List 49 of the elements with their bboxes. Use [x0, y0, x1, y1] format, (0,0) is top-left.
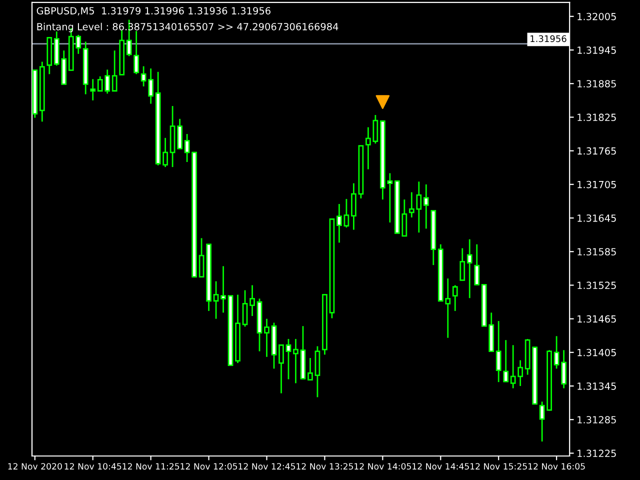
y-tick-label: 1.31585: [578, 248, 616, 256]
y-tick-label: 1.31225: [578, 450, 616, 458]
candlestick: [423, 184, 429, 230]
candlestick: [242, 290, 248, 328]
candlestick: [278, 344, 284, 394]
x-tick-label: 12 Nov 11:25: [122, 463, 180, 470]
x-tick-label: 12 Nov 14:05: [354, 463, 411, 470]
candlestick: [561, 349, 566, 389]
candlestick: [213, 280, 219, 320]
candlestick: [554, 335, 560, 370]
y-tick-label: 1.31525: [578, 282, 616, 290]
candlestick: [344, 198, 350, 228]
x-tick-label: 12 Nov 15:25: [470, 463, 527, 470]
y-tick-label: 1.31465: [578, 315, 616, 323]
x-tick-label: 12 Nov 14:45: [412, 463, 469, 470]
candlestick: [452, 284, 458, 312]
candlestick: [460, 248, 466, 281]
ref-line-label: 1.31956: [530, 35, 566, 42]
y-tick-label: 1.31345: [578, 382, 616, 390]
candlestick: [474, 244, 480, 286]
x-tick-label: 12 Nov 12:45: [238, 463, 296, 470]
candlestick: [198, 237, 204, 278]
y-tick-label: 1.31705: [578, 180, 616, 188]
candlestick: [90, 78, 96, 102]
candlestick: [250, 284, 255, 317]
x-tick-label: 12 Nov 16:05: [528, 463, 585, 470]
y-tick-label: 1.32005: [578, 12, 616, 20]
candlestick: [177, 118, 182, 150]
y-tick-label: 1.31405: [578, 348, 616, 356]
candlestick: [466, 238, 472, 299]
candlestick: [286, 338, 292, 380]
candlestick: [134, 30, 140, 75]
candlestick: [293, 338, 298, 384]
y-tick-label: 1.31765: [578, 147, 616, 155]
candlestick: [184, 133, 190, 163]
y-tick-label: 1.31945: [578, 46, 616, 54]
y-tick-label: 1.31285: [578, 416, 616, 424]
candlestick: [264, 318, 270, 358]
x-tick-label: 12 Nov 13:25: [296, 463, 353, 470]
x-tick-label: 12 Nov 10:45: [64, 463, 122, 470]
y-tick-label: 1.31885: [578, 80, 616, 88]
y-tick-label: 1.31645: [578, 214, 616, 222]
candlestick: [308, 357, 313, 381]
candlestick: [336, 203, 342, 244]
x-tick-label: 12 Nov 2020: [8, 463, 62, 470]
chart-title: GBPUSD,M5 1.31979 1.31996 1.31936 1.31956: [36, 7, 270, 16]
candlestick: [220, 265, 226, 314]
y-tick-label: 1.31825: [578, 114, 616, 122]
x-tick-label: 12 Nov 12:05: [180, 463, 238, 470]
